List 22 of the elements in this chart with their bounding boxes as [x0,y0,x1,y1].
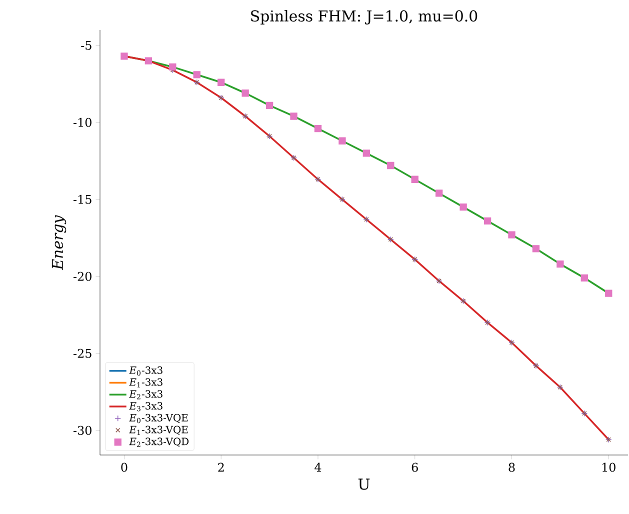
x-tick-label: 10 [602,462,616,472]
y-tick-label: -5 [81,40,92,50]
y-tick-label: -15 [74,194,92,204]
y-tick-label: -25 [74,348,92,358]
legend-label: E$_{2}$-3x3-VQD [129,438,189,447]
legend-label: E$_{2}$-3x3 [129,390,162,400]
legend-label: E$_{0}$-3x3-VQE [129,414,188,424]
x-tick-label: 4 [314,462,322,472]
chart-title: Spinless FHM: J=1.0, mu=0.0 [251,10,478,24]
x-tick-label: 8 [508,462,515,472]
legend-label: E$_{1}$-3x3 [129,378,162,388]
x-tick-label: 6 [412,462,418,472]
legend-label: E$_{1}$-3x3-VQE [129,426,188,435]
y-axis-title: Energy [52,215,66,270]
x-tick-label: 2 [218,462,224,472]
legend-label: E$_{3}$-3x3 [129,402,162,412]
y-tick-label: -30 [74,426,92,435]
y-tick-label: -10 [74,118,92,127]
x-axis-title: U [358,478,370,490]
y-tick-label: -20 [74,272,92,281]
x-tick-label: 0 [121,462,128,472]
legend-label: E$_{0}$-3x3 [129,366,162,376]
